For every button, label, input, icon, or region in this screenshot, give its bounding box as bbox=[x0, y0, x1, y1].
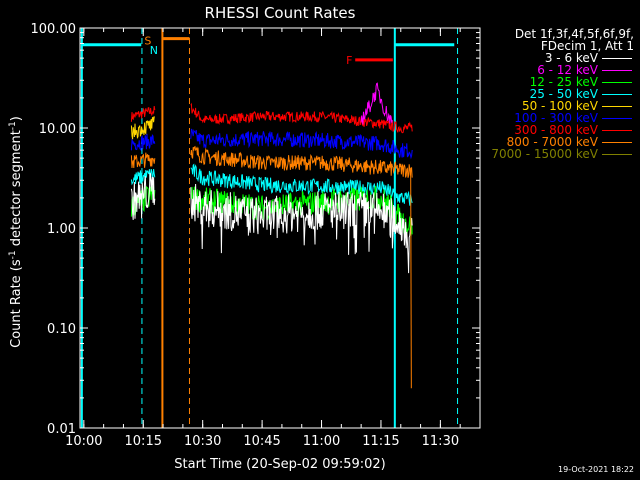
x-axis-label: Start Time (20-Sep-02 09:59:02) bbox=[174, 457, 385, 472]
series-line-3-6- bbox=[190, 183, 413, 274]
axes-frame: 10:00 10:15 10:30 10:45 11:00 11:15 11:30 100.0… bbox=[31, 22, 481, 449]
legend-entry: 7000 - 15000 keV bbox=[470, 148, 634, 160]
legend-label: 100 - 300 keV bbox=[514, 111, 598, 125]
legend-entry: 800 - 7000 keV bbox=[470, 136, 634, 148]
y-tick-label: 10.00 bbox=[39, 122, 76, 137]
series-line-50-100- bbox=[130, 116, 155, 140]
legend-header-line-1: Det 1f,3f,4f,5f,6f,9f, bbox=[514, 27, 634, 41]
legend-swatch bbox=[602, 142, 632, 143]
legend-label: 800 - 7000 keV bbox=[506, 135, 598, 149]
x-tick-label: 11:30 bbox=[422, 434, 459, 449]
render-timestamp: 19-Oct-2021 18:22 bbox=[558, 465, 634, 474]
legend-label: 50 - 100 keV bbox=[521, 99, 598, 113]
legend-swatch bbox=[602, 70, 632, 71]
series-line-800-7000- bbox=[130, 152, 156, 169]
legend-label: 12 - 25 keV bbox=[529, 75, 598, 89]
legend-swatch bbox=[602, 58, 632, 59]
legend-label: 25 - 50 keV bbox=[529, 87, 598, 101]
x-tick-label: 11:00 bbox=[303, 434, 340, 449]
y-axis-label: Count Rate (s-1 detector segment-1) bbox=[8, 116, 24, 348]
legend-entry: 6 - 12 keV bbox=[470, 64, 634, 76]
series-line-25-50- bbox=[130, 168, 156, 186]
legend-entry: 3 - 6 keV bbox=[470, 52, 634, 64]
legend-label: 6 - 12 keV bbox=[537, 63, 598, 77]
legend-label: 3 - 6 keV bbox=[544, 51, 598, 65]
legend-entry: 100 - 300 keV bbox=[470, 112, 634, 124]
legend-label: 300 - 800 keV bbox=[514, 123, 598, 137]
series-line-100-300- bbox=[130, 133, 156, 152]
legend-swatch bbox=[602, 154, 632, 155]
series-line-100-300- bbox=[190, 128, 413, 160]
annotation-f: F bbox=[346, 54, 352, 67]
series-line-6-12- bbox=[360, 82, 393, 125]
legend-entry: 25 - 50 keV bbox=[470, 88, 634, 100]
series-dropout-800-7000 bbox=[410, 167, 412, 389]
legend-entry: 50 - 100 keV bbox=[470, 100, 634, 112]
x-tick-label: 10:30 bbox=[184, 434, 221, 449]
y-tick-label: 1.00 bbox=[47, 222, 76, 237]
legend-entries: 3 - 6 keV 6 - 12 keV 12 - 25 keV 25 - 50 ke… bbox=[470, 52, 634, 160]
legend-swatch bbox=[602, 106, 632, 107]
legend-swatch bbox=[602, 130, 632, 131]
legend-entry: 12 - 25 keV bbox=[470, 76, 634, 88]
x-tick-label: 11:15 bbox=[362, 434, 399, 449]
annotation-s: S bbox=[144, 34, 151, 47]
annotation-n: N bbox=[150, 44, 158, 57]
x-tick-label: 10:45 bbox=[243, 434, 280, 449]
series-line-3-6- bbox=[130, 172, 156, 220]
legend-swatch bbox=[602, 94, 632, 95]
legend-swatch bbox=[602, 118, 632, 119]
y-tick-label: 0.10 bbox=[47, 322, 76, 337]
legend-label: 7000 - 15000 keV bbox=[491, 147, 598, 161]
series-line-300-800- bbox=[190, 102, 413, 134]
y-tick-label: 100.00 bbox=[31, 22, 77, 37]
y-tick-label: 0.01 bbox=[47, 422, 76, 437]
legend-swatch bbox=[602, 82, 632, 83]
series-line-300-800- bbox=[130, 106, 156, 122]
legend-header-line-2: FDecim 1, Att 1 bbox=[540, 39, 634, 53]
chart-title: RHESSI Count Rates bbox=[205, 4, 356, 22]
x-tick-label: 10:00 bbox=[65, 434, 102, 449]
series-line-800-7000- bbox=[190, 145, 413, 178]
x-tick-label: 10:15 bbox=[125, 434, 162, 449]
legend-entry: 300 - 800 keV bbox=[470, 124, 634, 136]
legend: Det 1f,3f,4f,5f,6f,9f, FDecim 1, Att 1 3… bbox=[470, 28, 634, 160]
